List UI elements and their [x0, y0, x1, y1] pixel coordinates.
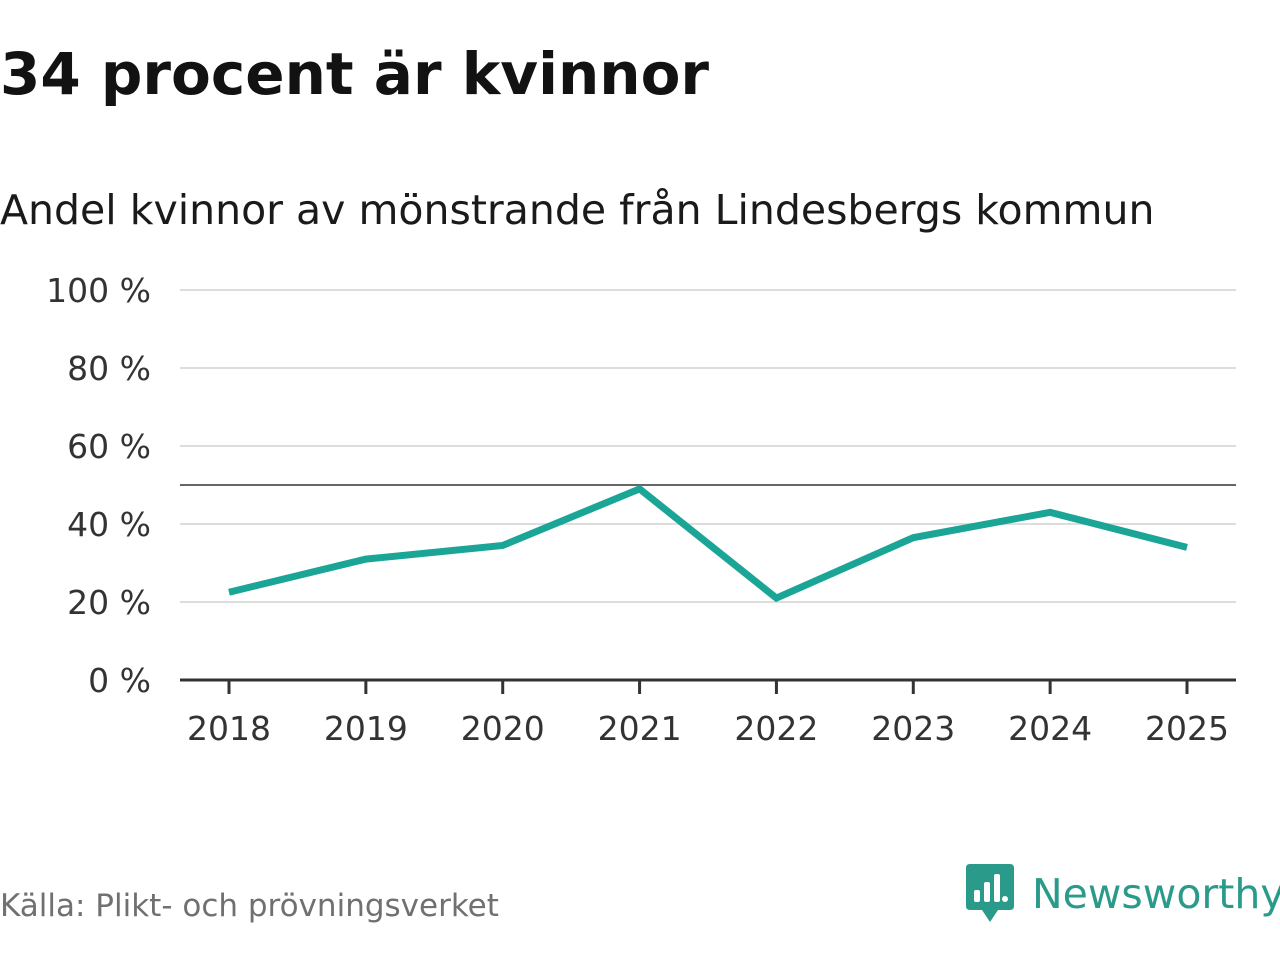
y-tick-label: 80 % [67, 349, 151, 388]
y-tick-label: 60 % [67, 427, 151, 466]
x-tick-label: 2021 [598, 709, 682, 748]
x-tick-label: 2024 [1008, 709, 1092, 748]
x-tick-label: 2020 [461, 709, 545, 748]
series-line [228, 484, 1188, 603]
x-tick-label: 2023 [871, 709, 955, 748]
grid-lines [180, 289, 1236, 603]
x-tick-label: 2025 [1145, 709, 1229, 748]
y-tick-label: 20 % [67, 583, 151, 622]
chart-title: 34 procent är kvinnor [0, 40, 710, 108]
chart-subtitle: Andel kvinnor av mönstrande från Lindesb… [0, 186, 1155, 234]
y-tick-label: 0 % [88, 661, 151, 700]
y-tick-label: 40 % [67, 505, 151, 544]
source-note: Källa: Plikt- och prövningsverket [0, 888, 499, 924]
x-tick-label: 2018 [187, 709, 271, 748]
y-axis-ticks: 0 % 20 % 40 % 60 % 80 % 100 % [46, 271, 151, 700]
brand-name: Newsworthy [1032, 870, 1280, 918]
x-tick-label: 2022 [734, 709, 818, 748]
line-chart: 0 % 20 % 40 % 60 % 80 % 100 % 2018 2019 2020 202… [46, 271, 1236, 748]
series-group [228, 484, 1188, 603]
y-tick-label: 100 % [46, 271, 151, 310]
newsworthy-logo-icon [966, 864, 1014, 922]
x-tick-label: 2019 [324, 709, 408, 748]
x-axis: 2018 2019 2020 2021 2022 2023 2024 2025 [180, 678, 1236, 748]
brand-logo: Newsworthy [964, 862, 1280, 926]
